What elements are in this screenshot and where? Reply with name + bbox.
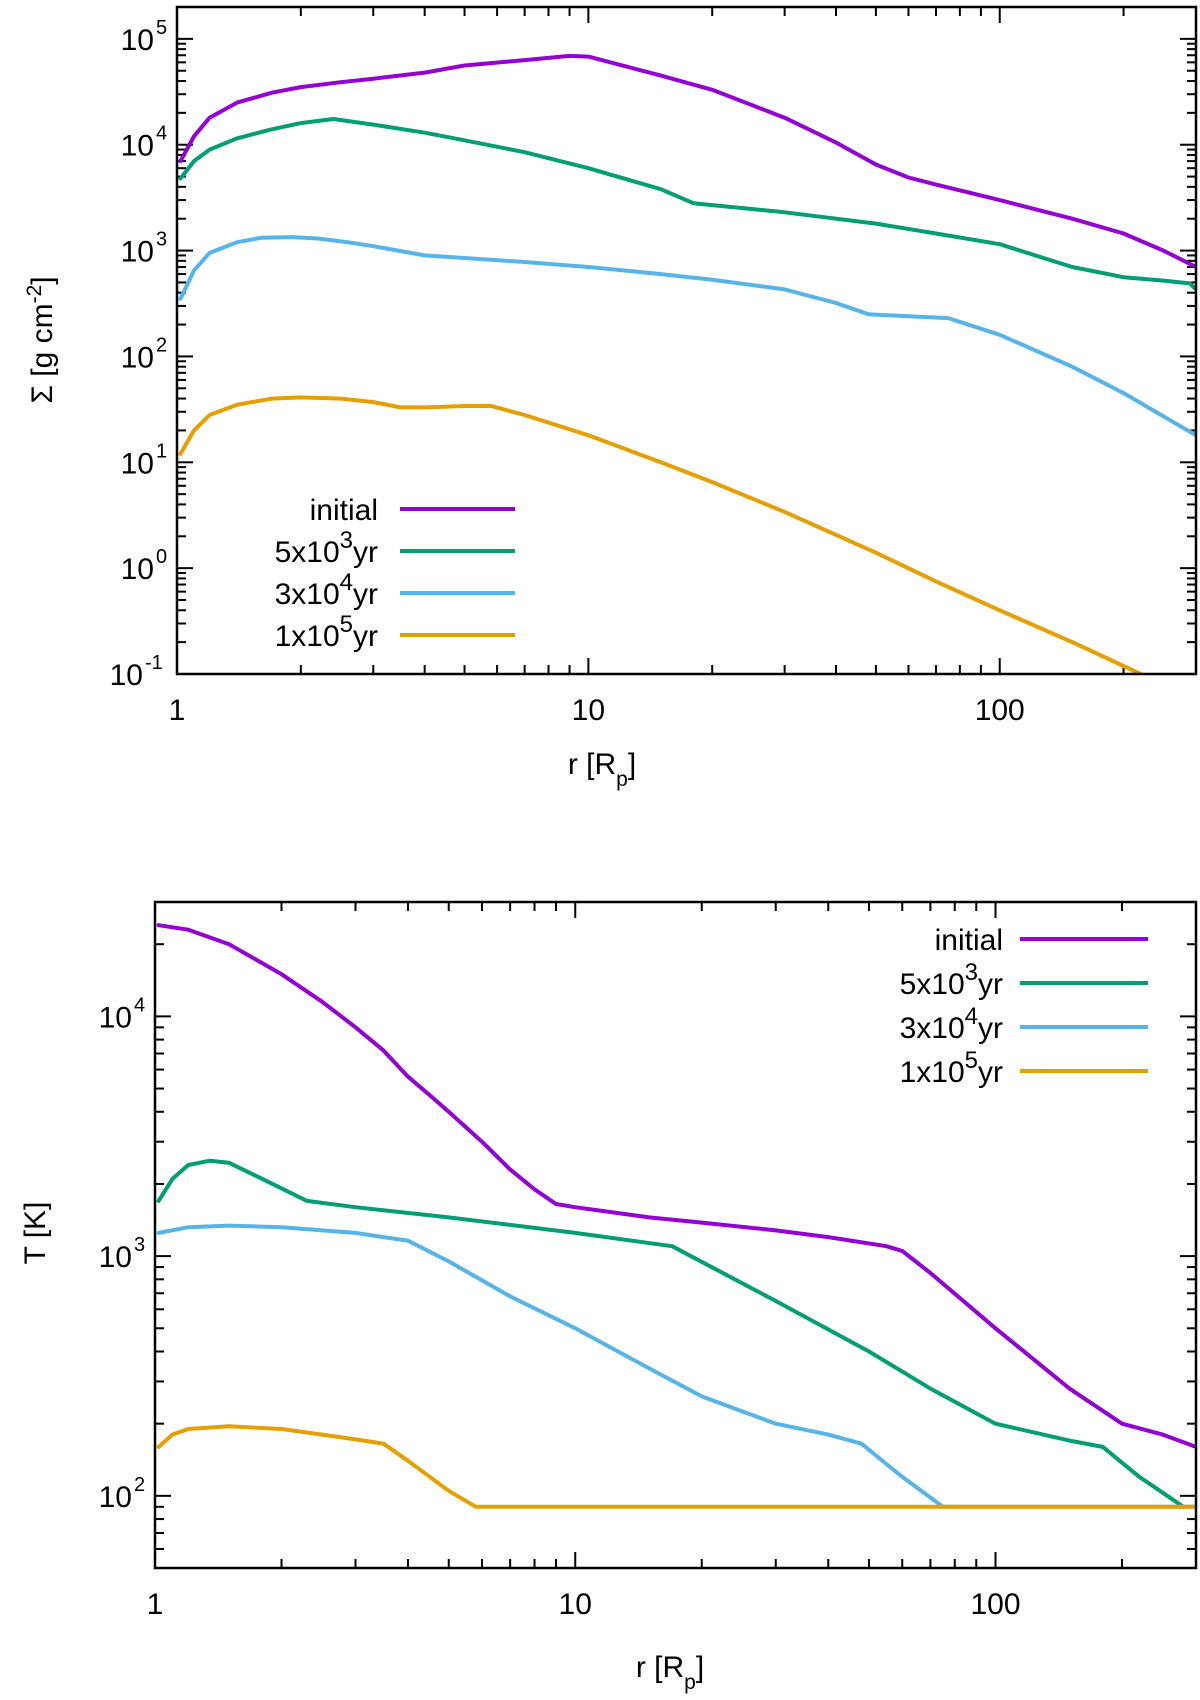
series-line-initial	[178, 53, 1196, 269]
y-tick-label: 10	[121, 553, 154, 586]
series-lines	[156, 923, 1196, 1509]
series-line-3e4	[156, 1223, 1196, 1509]
legend-label: 5x103yr	[900, 959, 1003, 1001]
tick-marks	[176, 6, 1197, 675]
y-tick-label: 10	[99, 1241, 132, 1274]
x-tick-label: 100	[975, 694, 1025, 727]
series-line-initial	[156, 923, 1196, 1449]
y-tick-exponent: 2	[156, 334, 167, 356]
legend-label: 3x104yr	[275, 569, 378, 611]
legend-label: 5x103yr	[275, 527, 378, 569]
x-tick-label: 1	[147, 1588, 164, 1621]
tick-marks	[154, 901, 1197, 1569]
y-axis-label: Σ [g cm-2]	[23, 276, 60, 403]
x-axis-label: r [Rp]	[568, 748, 636, 791]
series-line-1e5	[178, 395, 1143, 674]
series-line-5e3	[156, 1158, 1186, 1509]
series-lines	[178, 53, 1196, 674]
x-axis-label: r [Rp]	[636, 1651, 704, 1694]
x-tick-label: 10	[559, 1588, 592, 1621]
plot-frame	[153, 900, 1198, 1570]
x-tick-label: 100	[970, 1588, 1020, 1621]
y-tick-label: 10	[121, 236, 154, 269]
y-tick-label: 10	[99, 1001, 132, 1034]
y-tick-exponent: 0	[156, 546, 167, 568]
y-axis-label: T [K]	[19, 1202, 52, 1265]
x-tick-label: 1	[169, 694, 186, 727]
y-tick-exponent: 1	[156, 440, 167, 462]
series-line-5e3	[178, 117, 1196, 292]
x-tick-label: 10	[572, 694, 605, 727]
legend-label: initial	[935, 924, 1003, 957]
plot-frame	[175, 5, 1198, 676]
y-tick-exponent: 3	[134, 1234, 145, 1256]
legend-label: 3x104yr	[900, 1003, 1003, 1045]
y-tick-label: 10	[121, 447, 154, 480]
series-line-3e4	[178, 235, 1196, 438]
y-tick-label: 10	[121, 341, 154, 374]
y-tick-exponent: 2	[134, 1474, 145, 1496]
y-tick-label: 10	[121, 24, 154, 57]
legend-label: 1x105yr	[275, 611, 378, 653]
y-tick-exponent: 4	[156, 123, 167, 145]
legend-label: 1x105yr	[900, 1047, 1003, 1089]
legend-label: initial	[310, 494, 378, 527]
y-tick-exponent: 3	[156, 229, 167, 251]
y-tick-exponent: -1	[145, 652, 163, 674]
y-tick-exponent: 4	[134, 994, 145, 1016]
y-tick-label: 10	[99, 1481, 132, 1514]
y-tick-exponent: 5	[156, 17, 167, 39]
y-tick-label: 10	[121, 130, 154, 163]
y-tick-label: 10	[110, 659, 143, 692]
series-line-1e5	[156, 1424, 1196, 1509]
